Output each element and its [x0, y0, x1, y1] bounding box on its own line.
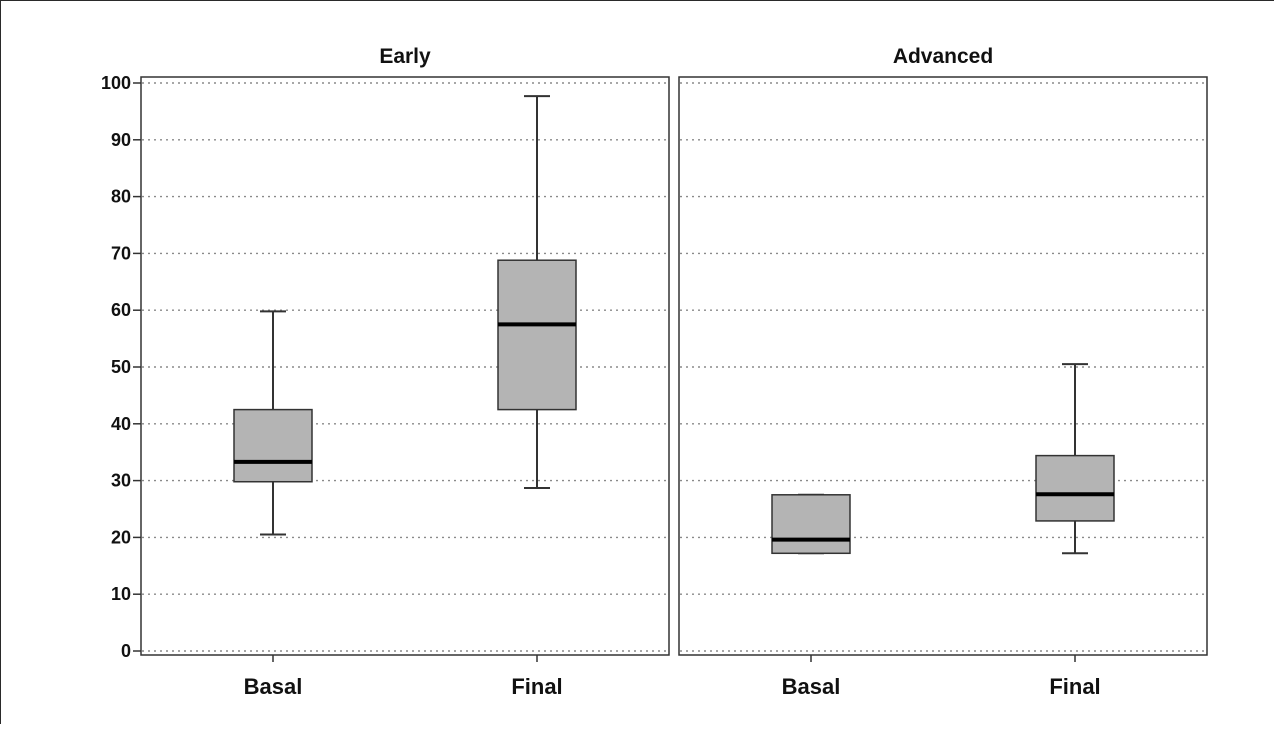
panel-title-advanced: Advanced: [893, 45, 993, 68]
y-tick-label: 60: [111, 300, 131, 320]
box-advanced-basal: [771, 493, 851, 555]
y-tick-label: 0: [121, 641, 131, 661]
box-layer: [233, 95, 1115, 555]
y-tick-label: 100: [101, 73, 131, 93]
panel-title-early: Early: [379, 45, 431, 68]
x-tick-label: Final: [511, 674, 562, 699]
y-tick-label: 50: [111, 357, 131, 377]
x-tick-label: Basal: [782, 674, 841, 699]
y-tick-label: 20: [111, 527, 131, 547]
box-early-basal: [233, 310, 313, 536]
label-layer: Basal Final Early Basal Final Advanced: [244, 45, 1101, 699]
panel-frame-advanced: [678, 76, 1208, 656]
y-tick-label: 90: [111, 130, 131, 150]
panel-frame-early: [140, 76, 670, 656]
grid-layer: [142, 82, 1206, 652]
y-tick-label: 40: [111, 414, 131, 434]
box-advanced-final: [1035, 363, 1115, 555]
iqr-box: [497, 259, 577, 411]
y-tick-label: 10: [111, 584, 131, 604]
iqr-box: [771, 494, 851, 555]
y-tick-label: 80: [111, 187, 131, 207]
x-tick-label: Basal: [244, 674, 303, 699]
box-early-final: [497, 95, 577, 489]
iqr-box: [1035, 454, 1115, 522]
panel-frames: [140, 76, 1208, 656]
x-tick-label: Final: [1049, 674, 1100, 699]
y-axis: 0 10 20 30 40 50 60 70 80 90 100: [101, 73, 141, 661]
y-tick-label: 30: [111, 471, 131, 491]
iqr-box: [233, 408, 313, 483]
y-tick-label: 70: [111, 243, 131, 263]
